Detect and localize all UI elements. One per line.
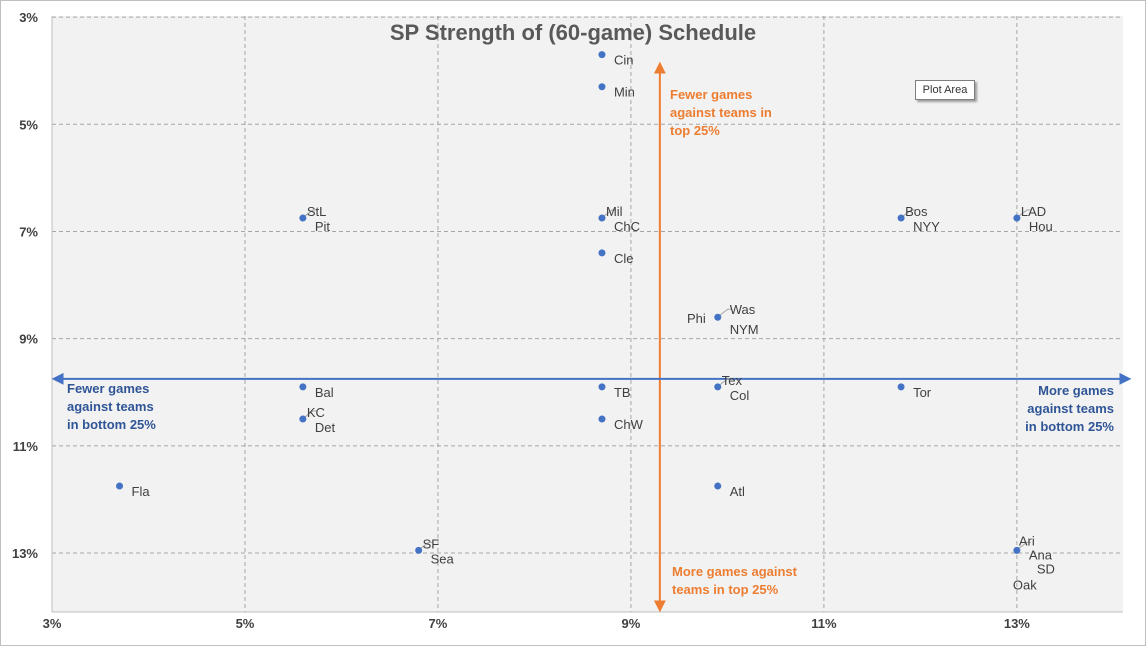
data-point-label: ChW	[614, 417, 644, 432]
data-point	[598, 383, 606, 391]
data-point-label: NYY	[913, 219, 940, 234]
data-point-label: Was	[730, 302, 756, 317]
label-leader-line	[420, 541, 433, 549]
data-point-label: SD	[1037, 561, 1055, 576]
chart-title: SP Strength of (60-game) Schedule	[389, 20, 757, 45]
data-point	[299, 415, 307, 423]
data-point-label: Pit	[315, 219, 331, 234]
plot-area-tooltip: Plot Area	[915, 80, 975, 100]
data-point-label: Col	[730, 388, 750, 403]
data-point-label: StL	[307, 204, 327, 219]
data-point-label: TB	[614, 385, 631, 400]
x-tick-label: 13%	[1004, 616, 1030, 631]
x-tick-label: 3%	[43, 616, 62, 631]
label-leader-line	[1018, 209, 1031, 217]
label-leader-line	[304, 209, 317, 217]
plot-area[interactable]	[52, 16, 1123, 612]
y-tick-label: 7%	[19, 224, 38, 239]
label-leader-line	[902, 209, 916, 217]
annotation-top: Fewer games	[670, 87, 752, 102]
data-point-label: Ana	[1029, 547, 1053, 562]
data-point	[598, 249, 606, 257]
data-point-label: Bal	[315, 385, 334, 400]
data-point	[897, 383, 905, 391]
data-point-label: Min	[614, 85, 635, 100]
y-tick-label: 9%	[19, 332, 38, 347]
data-point-label: Hou	[1029, 219, 1053, 234]
annotation-right: against teams	[1027, 401, 1114, 416]
data-point	[897, 214, 905, 222]
y-tick-label: 5%	[19, 117, 38, 132]
label-leader-line	[1018, 541, 1031, 549]
y-tick-label: 11%	[13, 439, 39, 454]
annotation-bottom: teams in top 25%	[672, 582, 779, 597]
data-point	[598, 214, 606, 222]
data-point-label: Det	[315, 420, 336, 435]
data-point-label: SF	[423, 536, 440, 551]
data-point-label: Fla	[132, 484, 151, 499]
data-point	[598, 51, 606, 59]
data-point-label: Oak	[1013, 577, 1037, 592]
annotation-right: in bottom 25%	[1025, 419, 1114, 434]
annotation-bottom: More games against	[672, 564, 798, 579]
data-point-label: KC	[307, 405, 325, 420]
data-point	[598, 415, 606, 423]
x-tick-label: 11%	[811, 616, 837, 631]
data-point	[415, 546, 423, 554]
data-point-label: Cle	[614, 251, 634, 266]
annotation-top: top 25%	[670, 123, 720, 138]
data-point-label: Sea	[431, 551, 455, 566]
data-point-label: Atl	[730, 484, 745, 499]
annotation-top: against teams in	[670, 105, 772, 120]
data-point	[714, 482, 722, 490]
data-point	[714, 313, 722, 321]
data-point-label: Mil	[606, 204, 623, 219]
data-point	[1013, 546, 1021, 554]
label-leader-line	[304, 410, 317, 418]
annotation-right: More games	[1038, 383, 1114, 398]
x-tick-label: 9%	[622, 616, 641, 631]
data-point-label: Tex	[722, 373, 743, 388]
data-point	[598, 83, 606, 91]
data-point-label: ChC	[614, 219, 640, 234]
annotation-left: in bottom 25%	[67, 417, 156, 432]
label-leader-line	[719, 308, 732, 316]
data-point	[714, 383, 722, 391]
label-leader-line	[603, 209, 616, 217]
data-point-label: Cin	[614, 53, 634, 68]
annotation-left: Fewer games	[67, 381, 149, 396]
annotation-left: against teams	[67, 399, 154, 414]
data-point	[116, 482, 124, 490]
data-point-label: Tor	[913, 385, 932, 400]
label-leader-line	[719, 378, 732, 386]
data-point	[299, 383, 307, 391]
x-tick-label: 7%	[429, 616, 448, 631]
data-point-label: LAD	[1021, 204, 1046, 219]
data-point-label: Ari	[1019, 533, 1035, 548]
data-point-label: NYM	[730, 322, 759, 337]
y-tick-label: 13%	[12, 546, 38, 561]
x-tick-label: 5%	[236, 616, 255, 631]
data-point-label: Phi	[687, 311, 706, 326]
y-tick-label: 3%	[19, 10, 38, 25]
data-point	[1013, 214, 1021, 222]
data-point	[299, 214, 307, 222]
data-point-label: Bos	[905, 204, 928, 219]
